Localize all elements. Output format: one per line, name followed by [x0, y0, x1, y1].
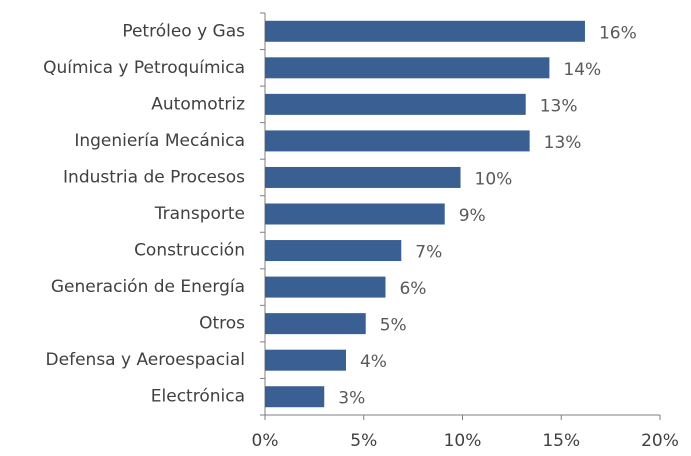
- y-tick-label: Transporte: [154, 204, 245, 224]
- value-label: 13%: [544, 133, 582, 153]
- x-tick-label: 15%: [542, 431, 580, 451]
- value-label: 7%: [415, 243, 442, 263]
- x-tick-label: 10%: [444, 431, 482, 451]
- bar: [265, 93, 526, 115]
- y-tick-label: Construcción: [134, 241, 245, 261]
- value-label: 3%: [338, 389, 365, 409]
- y-tick-label: Petróleo y Gas: [122, 21, 245, 41]
- bar: [265, 20, 585, 42]
- bar: [265, 276, 386, 298]
- y-tick-label: Ingeniería Mecánica: [74, 131, 245, 151]
- value-label: 5%: [380, 316, 407, 336]
- bar: [265, 240, 402, 262]
- bar: [265, 313, 366, 335]
- y-tick-label: Industria de Procesos: [63, 167, 245, 187]
- y-tick-label: Química y Petroquímica: [43, 58, 245, 78]
- value-label: 13%: [540, 96, 578, 116]
- x-tick-label: 5%: [350, 431, 377, 451]
- bar: [265, 349, 346, 371]
- y-tick-label: Otros: [199, 314, 245, 334]
- value-label: 14%: [563, 60, 601, 80]
- bar: [265, 386, 325, 408]
- y-tick-label: Generación de Energía: [51, 277, 245, 297]
- y-tick-label: Defensa y Aeroespacial: [46, 350, 245, 370]
- value-label: 4%: [360, 352, 387, 372]
- bar: [265, 57, 550, 79]
- value-label: 10%: [475, 169, 513, 189]
- value-label: 9%: [459, 206, 486, 226]
- bar: [265, 166, 461, 188]
- x-tick-label: 20%: [641, 431, 679, 451]
- y-tick-label: Automotriz: [151, 94, 245, 114]
- bar: [265, 203, 445, 225]
- value-label: 6%: [399, 279, 426, 299]
- value-label: 16%: [599, 23, 637, 43]
- bar: [265, 130, 530, 152]
- x-tick-label: 0%: [252, 431, 279, 451]
- y-tick-label: Electrónica: [151, 387, 245, 407]
